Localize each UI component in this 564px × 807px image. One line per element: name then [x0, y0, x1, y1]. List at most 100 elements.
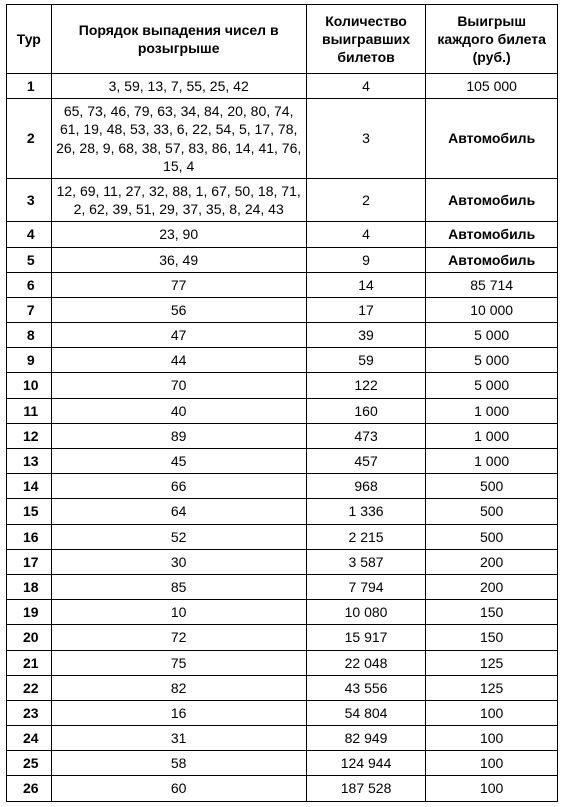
cell-prize: 200 — [426, 549, 558, 574]
cell-nums: 52 — [51, 524, 306, 549]
cell-tur: 5 — [7, 247, 52, 272]
cell-tur: 20 — [7, 625, 52, 650]
cell-tur: 17 — [7, 549, 52, 574]
cell-count: 10 080 — [306, 600, 426, 625]
table-row: 423, 904Автомобиль — [7, 222, 558, 247]
table-row: 243182 949100 — [7, 726, 558, 751]
cell-tur: 10 — [7, 373, 52, 398]
cell-nums: 30 — [51, 549, 306, 574]
cell-nums: 23, 90 — [51, 222, 306, 247]
cell-tur: 12 — [7, 423, 52, 448]
cell-count: 7 794 — [306, 574, 426, 599]
cell-count: 43 556 — [306, 675, 426, 700]
lottery-results-table: Тур Порядок выпадения чисел в розыгрыше … — [6, 4, 558, 802]
table-row: 10701225 000 — [7, 373, 558, 398]
table-row: 2558124 944100 — [7, 751, 558, 776]
cell-prize: Автомобиль — [426, 99, 558, 179]
cell-prize: 150 — [426, 600, 558, 625]
cell-count: 17 — [306, 297, 426, 322]
cell-count: 473 — [306, 423, 426, 448]
cell-tur: 3 — [7, 178, 52, 221]
cell-prize: 5 000 — [426, 323, 558, 348]
cell-count: 160 — [306, 398, 426, 423]
cell-tur: 1 — [7, 74, 52, 99]
table-row: 13, 59, 13, 7, 55, 25, 424105 000 — [7, 74, 558, 99]
table-row: 207215 917150 — [7, 625, 558, 650]
cell-prize: Автомобиль — [426, 222, 558, 247]
cell-tur: 4 — [7, 222, 52, 247]
cell-tur: 6 — [7, 272, 52, 297]
cell-count: 39 — [306, 323, 426, 348]
cell-prize: 125 — [426, 650, 558, 675]
cell-nums: 47 — [51, 323, 306, 348]
table-row: 1466968500 — [7, 474, 558, 499]
table-row: 231654 804100 — [7, 700, 558, 725]
col-header-tur: Тур — [7, 5, 52, 74]
cell-count: 2 215 — [306, 524, 426, 549]
cell-count: 4 — [306, 222, 426, 247]
cell-nums: 10 — [51, 600, 306, 625]
cell-prize: 500 — [426, 524, 558, 549]
cell-nums: 75 — [51, 650, 306, 675]
cell-tur: 14 — [7, 474, 52, 499]
table-row: 15641 336500 — [7, 499, 558, 524]
cell-nums: 82 — [51, 675, 306, 700]
table-row: 312, 69, 11, 27, 32, 88, 1, 67, 50, 18, … — [7, 178, 558, 221]
cell-nums: 60 — [51, 776, 306, 801]
cell-prize: 125 — [426, 675, 558, 700]
cell-prize: 100 — [426, 776, 558, 801]
table-row: 191010 080150 — [7, 600, 558, 625]
table-row: 536, 499Автомобиль — [7, 247, 558, 272]
cell-tur: 13 — [7, 449, 52, 474]
cell-tur: 26 — [7, 776, 52, 801]
cell-tur: 19 — [7, 600, 52, 625]
cell-prize: Автомобиль — [426, 178, 558, 221]
cell-tur: 25 — [7, 751, 52, 776]
cell-prize: 105 000 — [426, 74, 558, 99]
col-header-count: Количество выигравших билетов — [306, 5, 426, 74]
table-row: 847395 000 — [7, 323, 558, 348]
cell-prize: 100 — [426, 751, 558, 776]
table-row: 217522 048125 — [7, 650, 558, 675]
cell-nums: 85 — [51, 574, 306, 599]
cell-nums: 77 — [51, 272, 306, 297]
table-row: 228243 556125 — [7, 675, 558, 700]
table-body: 13, 59, 13, 7, 55, 25, 424105 000265, 73… — [7, 74, 558, 802]
cell-count: 1 336 — [306, 499, 426, 524]
cell-count: 187 528 — [306, 776, 426, 801]
cell-tur: 23 — [7, 700, 52, 725]
cell-nums: 44 — [51, 348, 306, 373]
cell-prize: 1 000 — [426, 398, 558, 423]
cell-prize: 100 — [426, 700, 558, 725]
cell-tur: 11 — [7, 398, 52, 423]
cell-count: 9 — [306, 247, 426, 272]
cell-prize: 1 000 — [426, 423, 558, 448]
cell-tur: 15 — [7, 499, 52, 524]
table-row: 18857 794200 — [7, 574, 558, 599]
cell-prize: 150 — [426, 625, 558, 650]
cell-count: 82 949 — [306, 726, 426, 751]
cell-prize: 10 000 — [426, 297, 558, 322]
cell-tur: 21 — [7, 650, 52, 675]
table-row: 944595 000 — [7, 348, 558, 373]
cell-prize: 85 714 — [426, 272, 558, 297]
cell-count: 59 — [306, 348, 426, 373]
table-row: 12894731 000 — [7, 423, 558, 448]
cell-count: 457 — [306, 449, 426, 474]
cell-nums: 12, 69, 11, 27, 32, 88, 1, 67, 50, 18, 7… — [51, 178, 306, 221]
cell-tur: 7 — [7, 297, 52, 322]
cell-nums: 31 — [51, 726, 306, 751]
cell-count: 4 — [306, 74, 426, 99]
cell-tur: 8 — [7, 323, 52, 348]
table-row: 11401601 000 — [7, 398, 558, 423]
table-header-row: Тур Порядок выпадения чисел в розыгрыше … — [7, 5, 558, 74]
cell-tur: 16 — [7, 524, 52, 549]
cell-prize: 500 — [426, 499, 558, 524]
cell-nums: 89 — [51, 423, 306, 448]
table-row: 6771485 714 — [7, 272, 558, 297]
cell-tur: 22 — [7, 675, 52, 700]
cell-nums: 45 — [51, 449, 306, 474]
cell-nums: 70 — [51, 373, 306, 398]
cell-nums: 64 — [51, 499, 306, 524]
cell-prize: 5 000 — [426, 348, 558, 373]
